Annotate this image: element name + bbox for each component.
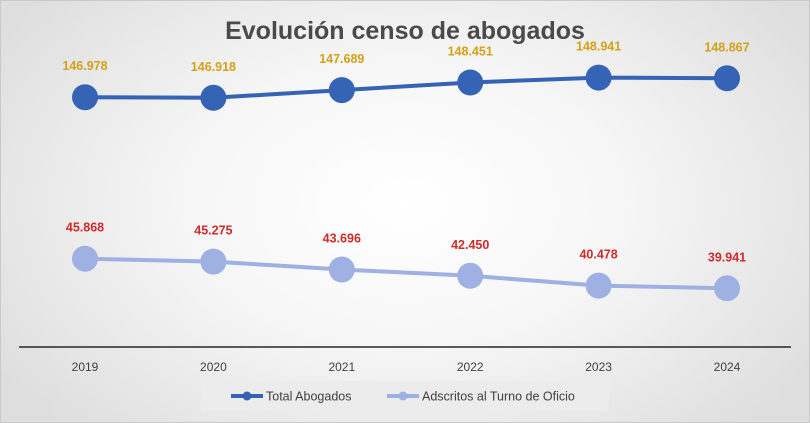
data-point[interactable] [457, 262, 484, 289]
x-tick-label-2020: 2020 [200, 360, 227, 374]
data-label: 148.451 [448, 45, 493, 59]
data-label: 40.478 [579, 248, 617, 262]
x-tick-label-2024: 2024 [714, 360, 741, 374]
data-label: 39.941 [708, 250, 746, 264]
data-point[interactable] [200, 248, 227, 275]
data-label: 148.941 [576, 40, 621, 54]
data-label: 43.696 [323, 232, 361, 246]
series-adscritos-turno-oficio: 45.868 45.275 43.696 42.450 40.478 39.941 [66, 221, 746, 302]
series-line [84, 75, 728, 100]
x-tick-label-2022: 2022 [457, 360, 484, 374]
data-point[interactable] [457, 69, 484, 96]
legend[interactable]: Total Abogados Adscritos al Turno de Ofic… [201, 381, 609, 411]
chart-title: Evolución censo de abogados [225, 17, 585, 45]
data-point[interactable] [585, 64, 612, 91]
legend-item[interactable]: Total Abogados [231, 390, 352, 404]
series-layer: 146.978 146.918 147.689 148.451 148.941 148.8… [62, 40, 750, 302]
data-point[interactable] [714, 65, 740, 92]
data-point[interactable] [328, 77, 355, 104]
series-line [84, 256, 728, 291]
legend-item[interactable]: Adscritos al Turno de Oficio [387, 390, 575, 404]
series-total-abogados: 146.978 146.918 147.689 148.451 148.941 148.8… [62, 40, 750, 111]
x-tick-label-2021: 2021 [328, 360, 355, 374]
data-label: 45.275 [194, 224, 232, 238]
data-label: 147.689 [319, 52, 364, 66]
legend-label: Adscritos al Turno de Oficio [422, 390, 575, 404]
data-point[interactable] [585, 272, 612, 299]
data-label: 146.918 [191, 60, 236, 74]
legend-marker [398, 391, 408, 401]
data-point[interactable] [200, 84, 227, 111]
data-label: 45.868 [66, 221, 104, 235]
x-tick-label-2019: 2019 [72, 360, 99, 374]
legend-label: Total Abogados [266, 390, 352, 404]
data-label: 146.978 [62, 59, 107, 73]
data-point[interactable] [72, 245, 98, 272]
x-tick-label-2023: 2023 [585, 360, 612, 374]
data-label: 42.450 [451, 238, 489, 252]
data-point[interactable] [714, 275, 740, 302]
x-axis-ticks: 2019 2020 2021 2022 2023 2024 [72, 360, 741, 374]
data-point[interactable] [328, 256, 355, 283]
legend-marker [242, 391, 252, 401]
data-label: 148.867 [704, 40, 749, 54]
data-point[interactable] [72, 84, 98, 111]
